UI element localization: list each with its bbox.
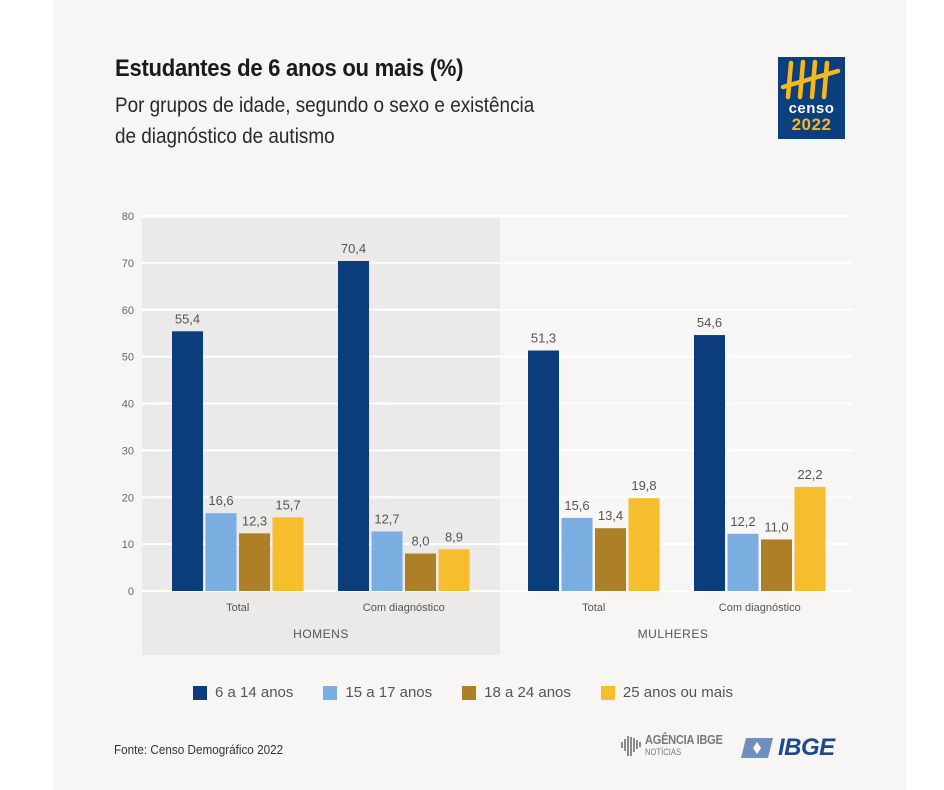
bars bbox=[172, 261, 826, 591]
bar-value-label: 12,3 bbox=[242, 513, 267, 528]
category-label: Total bbox=[226, 602, 249, 614]
chart-title: Estudantes de 6 anos ou mais (%) bbox=[115, 55, 464, 82]
bar-value-label: 70,4 bbox=[341, 241, 366, 256]
bar-value-label: 15,7 bbox=[275, 497, 300, 512]
group-label: MULHERES bbox=[638, 627, 709, 641]
subtitle-line-1: Por grupos de idade, segundo o sexo e ex… bbox=[115, 94, 535, 117]
bar bbox=[239, 533, 270, 591]
bar-value-label: 8,0 bbox=[411, 534, 429, 549]
bar bbox=[628, 498, 660, 591]
bar bbox=[761, 539, 792, 591]
y-axis-ticks: 0 10 20 30 40 50 60 70 80 bbox=[122, 211, 134, 598]
legend-swatch bbox=[323, 685, 338, 700]
category-label: Com diagnóstico bbox=[363, 602, 445, 614]
legend-item-25-plus: 25 anos ou mais bbox=[600, 684, 733, 701]
censo-2022-logo: censo 2022 bbox=[778, 57, 845, 139]
bar-value-label: 12,7 bbox=[374, 511, 399, 526]
legend-label: 25 anos ou mais bbox=[622, 684, 733, 701]
bar-value-label: 11,0 bbox=[764, 519, 788, 534]
bar bbox=[205, 513, 237, 591]
group-label: HOMENS bbox=[293, 627, 349, 641]
legend-item-18-24: 18 a 24 anos bbox=[462, 684, 571, 701]
bar bbox=[438, 549, 470, 591]
legend-label: 6 a 14 anos bbox=[215, 684, 294, 701]
tally-marks-icon bbox=[780, 59, 841, 100]
bar-value-label: 22,2 bbox=[797, 467, 822, 482]
bar bbox=[272, 517, 304, 591]
bar-value-label: 55,4 bbox=[175, 311, 200, 326]
y-tick-label: 10 bbox=[122, 539, 134, 551]
bar-value-label: 19,8 bbox=[631, 478, 656, 493]
agencia-title: AGÊNCIA IBGE bbox=[645, 732, 723, 747]
y-tick-label: 0 bbox=[128, 586, 134, 598]
legend-label: 18 a 24 anos bbox=[484, 684, 571, 701]
bar bbox=[172, 331, 203, 591]
bar bbox=[794, 486, 826, 591]
legend-item-15-17: 15 a 17 anos bbox=[323, 684, 432, 701]
censo-year: 2022 bbox=[791, 115, 832, 134]
bar-value-label: 13,4 bbox=[598, 508, 623, 523]
bar bbox=[595, 528, 626, 591]
y-tick-label: 50 bbox=[122, 352, 134, 364]
bar bbox=[528, 350, 559, 591]
bar-value-labels: 55,4 70,4 51,3 54,6 16,6 12,7 15,6 12,2 12,3 8,0 1… bbox=[175, 241, 823, 549]
y-tick-label: 70 bbox=[122, 258, 134, 270]
agencia-subtitle: NOTÍCIAS bbox=[645, 747, 682, 757]
source-note: Fonte: Censo Demográfico 2022 bbox=[114, 742, 284, 757]
y-tick-label: 80 bbox=[122, 211, 134, 223]
y-tick-label: 40 bbox=[122, 399, 134, 411]
bar bbox=[405, 553, 436, 591]
bar bbox=[694, 335, 725, 591]
category-label: Com diagnóstico bbox=[719, 602, 801, 614]
bar bbox=[338, 261, 369, 591]
legend-swatch bbox=[462, 685, 477, 700]
bar-value-label: 54,6 bbox=[697, 315, 722, 330]
bar-value-label: 16,6 bbox=[208, 493, 233, 508]
agencia-ibge-logo: AGÊNCIA IBGE NOTÍCIAS bbox=[620, 732, 736, 758]
bar bbox=[561, 517, 593, 591]
legend-item-6-14: 6 a 14 anos bbox=[193, 684, 293, 701]
brazil-map-bars-icon bbox=[621, 736, 641, 756]
group-labels: HOMENS MULHERES bbox=[293, 627, 708, 641]
legend-swatch bbox=[600, 685, 615, 700]
bar-value-label: 51,3 bbox=[531, 331, 556, 346]
y-tick-label: 30 bbox=[122, 445, 134, 457]
ibge-logo: IBGE bbox=[740, 734, 835, 762]
legend: 6 a 14 anos 15 a 17 anos 18 a 24 anos 25… bbox=[193, 684, 763, 701]
legend-swatch bbox=[193, 685, 207, 700]
bar-value-label: 12,2 bbox=[730, 514, 755, 529]
bar bbox=[371, 531, 403, 591]
category-labels: Total Com diagnóstico Total Com diagnóstico bbox=[226, 602, 801, 614]
y-tick-label: 20 bbox=[122, 492, 134, 504]
y-tick-label: 60 bbox=[122, 305, 134, 317]
bar bbox=[727, 533, 759, 591]
ibge-wordmark: IBGE bbox=[778, 734, 835, 761]
censo-word: censo bbox=[788, 100, 835, 117]
legend-label: 15 a 17 anos bbox=[345, 684, 433, 701]
bar-value-label: 8,9 bbox=[445, 529, 463, 544]
ibge-emblem-icon bbox=[741, 738, 773, 758]
bar-value-label: 15,6 bbox=[564, 498, 589, 513]
subtitle-line-2: de diagnóstico de autismo bbox=[115, 125, 335, 148]
category-label: Total bbox=[582, 602, 605, 614]
chart-subtitle: Por grupos de idade, segundo o sexo e ex… bbox=[115, 90, 534, 152]
